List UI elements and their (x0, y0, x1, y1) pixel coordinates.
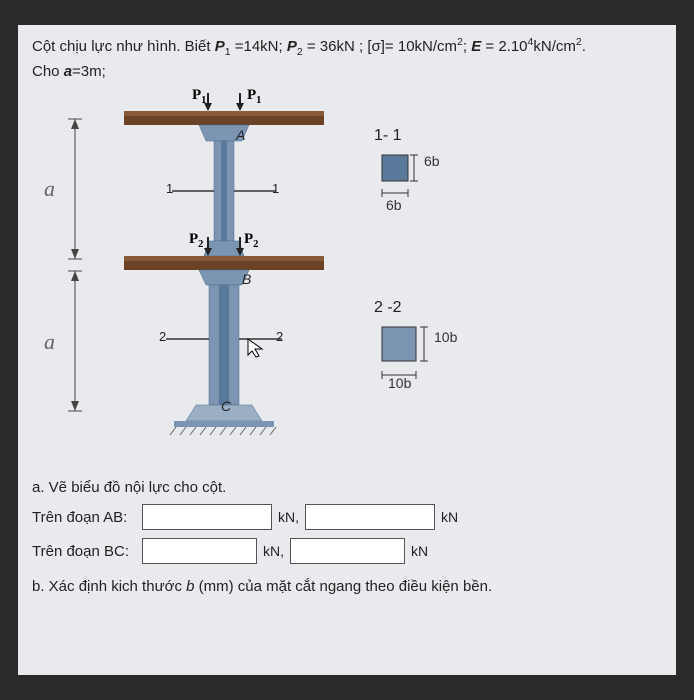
P1-right-label: P1 (247, 87, 261, 106)
P1-left-label: P1 (192, 87, 206, 106)
diagram-area: a a (44, 91, 484, 451)
P2-symbol: P (287, 38, 297, 55)
ab-input-1[interactable] (142, 504, 272, 530)
answer-section: a. Vẽ biểu đồ nội lực cho cột. Trên đoạn… (32, 479, 662, 595)
sec1-width: 6b (386, 197, 402, 213)
unit-kn-1: kN (441, 509, 458, 525)
sec1-left: 1 (166, 181, 173, 196)
part-a-text: a. Vẽ biểu đồ nội lực cho cột. (32, 479, 662, 496)
part-b-text: b. Xác định kich thước b (mm) của mặt cắ… (32, 578, 662, 595)
E-eq: = 2.10 (481, 38, 527, 55)
point-C: C (221, 398, 231, 414)
sigma-eq: = 10kN/cm (385, 38, 457, 55)
unit-kn-comma-2: kN, (263, 543, 284, 559)
a-sym: a (64, 63, 72, 80)
text: Cột chịu lực như hình. Biết (32, 38, 215, 55)
sec2-left: 2 (159, 329, 166, 344)
ab-label: Trên đoạn AB: (32, 509, 140, 526)
section-1-title: 1- 1 (374, 127, 464, 145)
section-1-1: 1- 1 6b 6b (374, 127, 464, 224)
P1-symbol: P (215, 38, 225, 55)
column-diagram (114, 91, 364, 441)
sigma-sym: [σ] (367, 38, 385, 55)
E-sym: E (471, 38, 481, 55)
dimension-lines (50, 111, 100, 421)
bc-label: Trên đoạn BC: (32, 543, 140, 560)
P2-eq: = 36kN ; (307, 38, 367, 55)
ab-input-2[interactable] (305, 504, 435, 530)
bc-input-2[interactable] (290, 538, 405, 564)
answer-ab-row: Trên đoạn AB: kN, kN (32, 504, 662, 530)
unit-kn-comma-1: kN, (278, 509, 299, 525)
sec2-right: 2 (276, 329, 283, 344)
page-content: Cột chịu lực như hình. Biết P1 =14kN; P2… (18, 25, 676, 675)
sec1-right: 1 (272, 181, 279, 196)
E-end: . (582, 38, 586, 55)
point-B: B (242, 271, 251, 287)
a-eq: =3m; (72, 63, 106, 80)
P1-eq: =14kN; (235, 38, 287, 55)
sec2-height: 10b (434, 329, 457, 345)
dim-a-top: a (44, 176, 55, 202)
problem-statement: Cột chịu lực như hình. Biết P1 =14kN; P2… (32, 35, 662, 83)
sec2-width: 10b (388, 375, 411, 391)
P2-sub: 2 (297, 46, 303, 58)
line2: Cho (32, 63, 64, 80)
section-2-2: 2 -2 10b 10b (374, 299, 474, 406)
section-2-title: 2 -2 (374, 299, 474, 317)
bc-input-1[interactable] (142, 538, 257, 564)
unit-kn-2: kN (411, 543, 428, 559)
answer-bc-row: Trên đoạn BC: kN, kN (32, 538, 662, 564)
P2-left-label: P2 (189, 231, 203, 250)
P2-right-label: P2 (244, 231, 258, 250)
P1-sub: 1 (225, 46, 231, 58)
E-unit: kN/cm (533, 38, 576, 55)
sec1-height: 6b (424, 153, 440, 169)
sigma-sep: ; (463, 38, 471, 55)
point-A: A (236, 127, 245, 143)
dim-a-bottom: a (44, 329, 55, 355)
